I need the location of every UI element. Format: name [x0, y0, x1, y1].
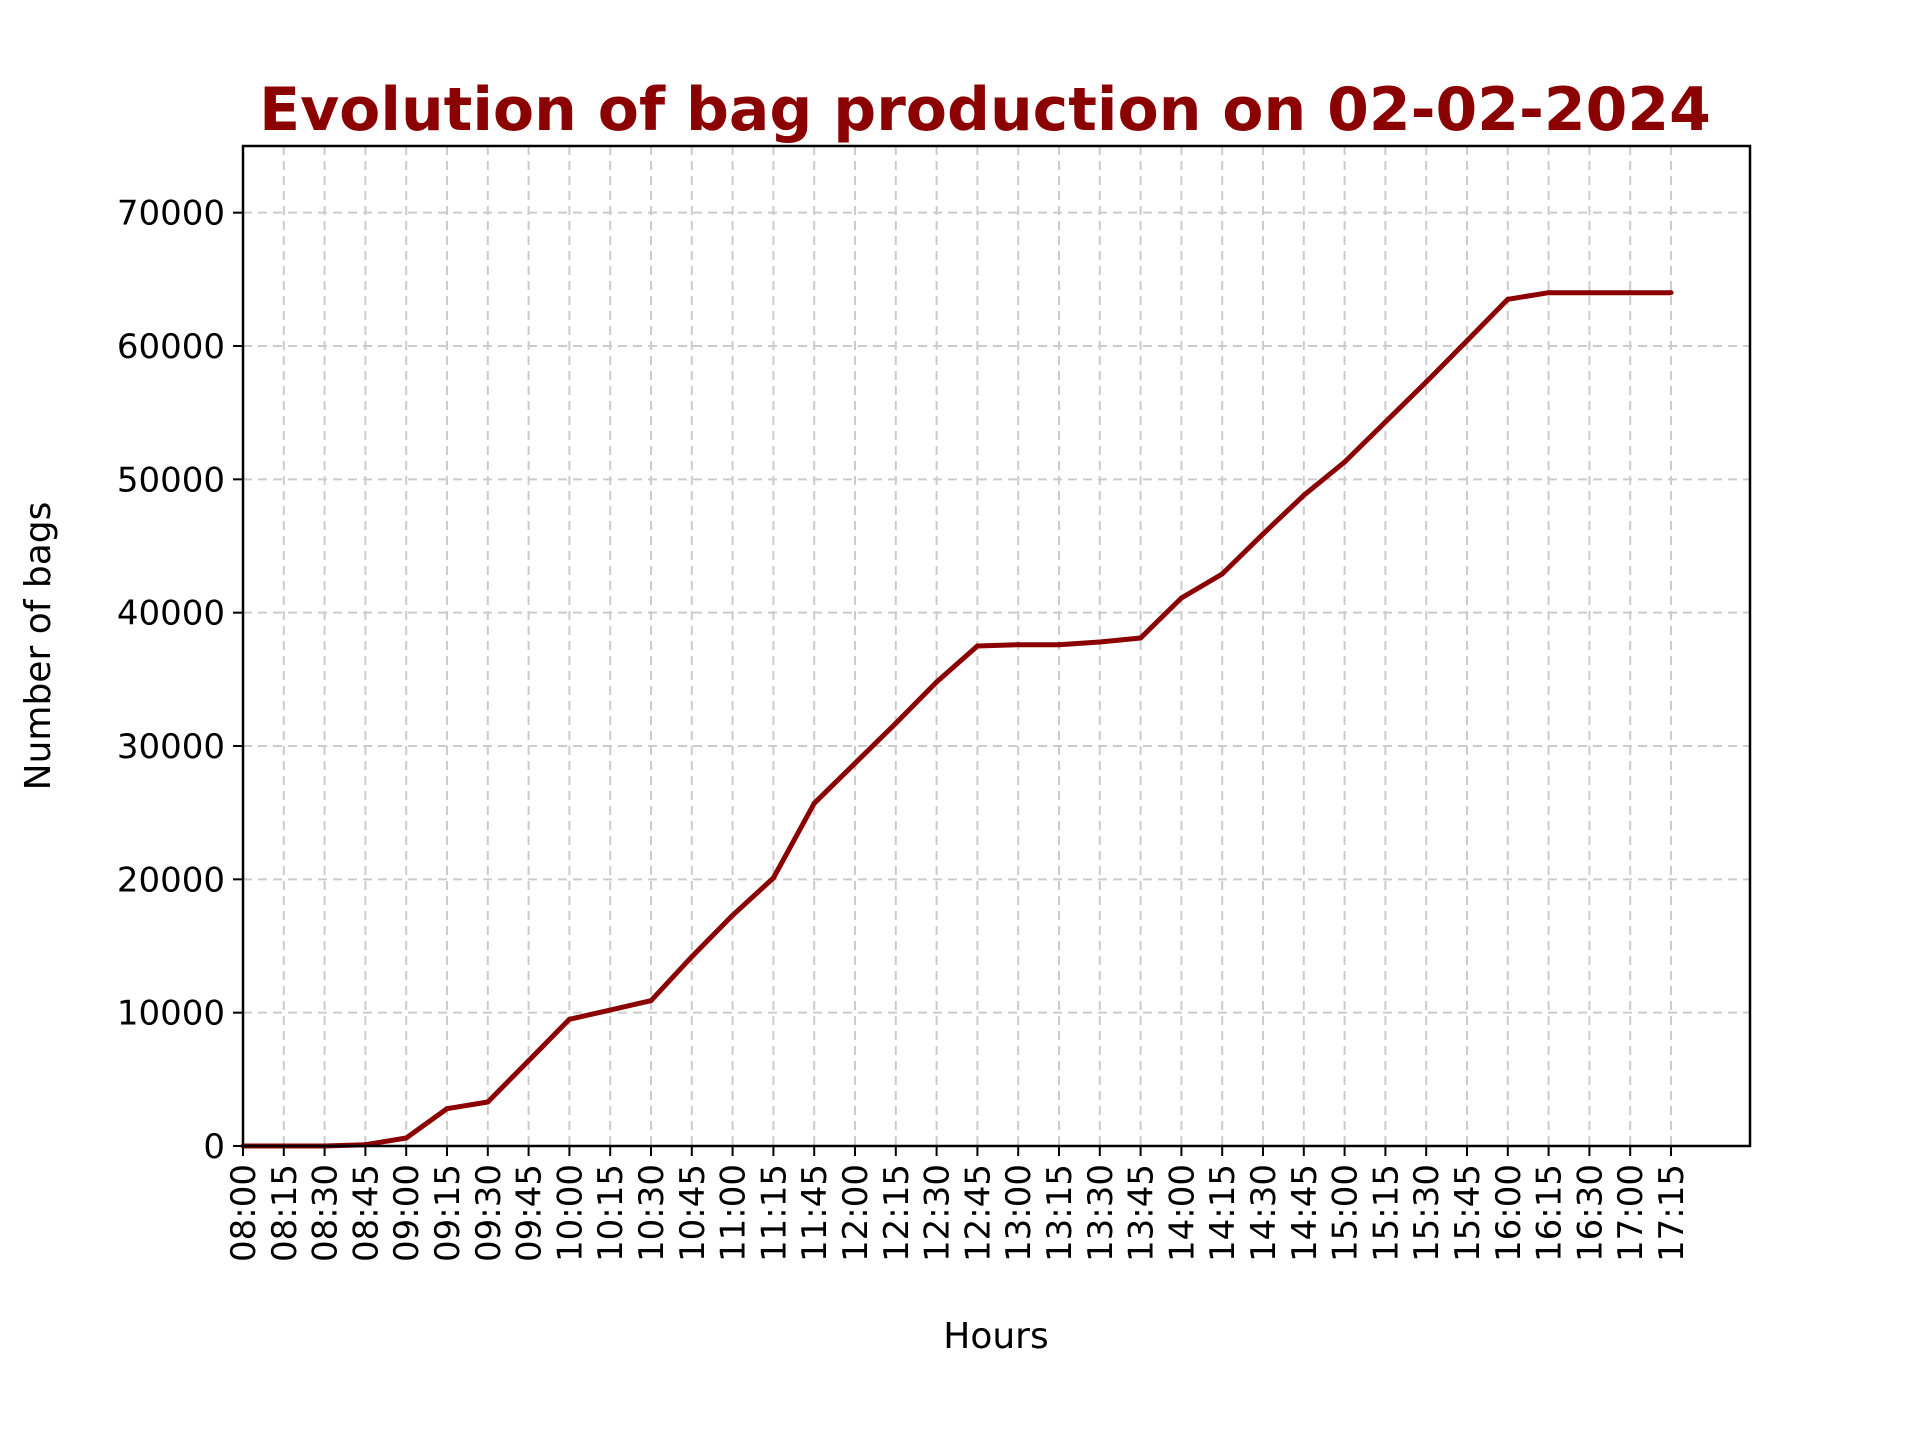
x-tick-label: 10:15	[591, 1164, 631, 1262]
data-point	[1301, 492, 1307, 498]
grid	[243, 146, 1750, 1146]
data-point	[1015, 642, 1021, 648]
y-tick-label: 50000	[117, 460, 225, 500]
y-tick-label: 70000	[117, 194, 225, 234]
data-point	[730, 912, 736, 918]
data-point	[444, 1106, 450, 1112]
y-tick-label: 40000	[117, 594, 225, 634]
data-point	[1178, 595, 1184, 601]
data-point	[1464, 338, 1470, 344]
y-tick-label: 30000	[117, 727, 225, 767]
data-point	[1342, 459, 1348, 465]
data-point	[1097, 639, 1103, 645]
x-tick-label: 14:30	[1244, 1164, 1284, 1262]
x-tick-label: 13:00	[999, 1164, 1039, 1262]
x-tick-label: 15:45	[1448, 1164, 1488, 1262]
x-tick-label: 11:45	[795, 1164, 835, 1262]
x-tick-label: 14:15	[1203, 1164, 1243, 1262]
data-point	[1056, 642, 1062, 648]
data-point	[566, 1016, 572, 1022]
data-point	[1382, 419, 1388, 425]
x-tick-label: 09:15	[428, 1164, 468, 1262]
y-tick-label: 60000	[117, 327, 225, 367]
x-tick-label: 09:30	[469, 1164, 509, 1262]
y-tick-label: 10000	[117, 994, 225, 1034]
x-tick-label: 12:00	[836, 1164, 876, 1262]
data-point	[770, 875, 776, 881]
x-tick-label: 14:45	[1285, 1164, 1325, 1262]
data-point	[1668, 290, 1674, 296]
data-point	[689, 954, 695, 960]
data-point	[1423, 379, 1429, 385]
x-tick-label: 10:30	[632, 1164, 672, 1262]
x-tick-label: 11:15	[754, 1164, 794, 1262]
x-tick-label: 10:00	[550, 1164, 590, 1262]
x-axis-label: Hours	[943, 1316, 1048, 1357]
data-point	[403, 1135, 409, 1141]
data-point	[1138, 635, 1144, 641]
data-point	[893, 720, 899, 726]
x-tick-label: 17:15	[1652, 1164, 1692, 1262]
data-point	[1505, 296, 1511, 302]
x-tick-label: 12:15	[877, 1164, 917, 1262]
x-tick-label: 15:30	[1407, 1164, 1447, 1262]
data-point	[852, 760, 858, 766]
x-tick-label: 15:00	[1326, 1164, 1366, 1262]
x-tick-label: 13:45	[1122, 1164, 1162, 1262]
x-tick-label: 08:15	[265, 1164, 305, 1262]
x-tick-label: 12:45	[958, 1164, 998, 1262]
x-tick-label: 08:45	[346, 1164, 386, 1262]
data-point	[1260, 531, 1266, 537]
y-axis-label: Number of bags	[18, 502, 59, 791]
x-tick-label: 08:30	[306, 1164, 346, 1262]
x-axis: 08:00 08:15 08:30 08:45 09:00 09:15 09:30 09:45…	[224, 1146, 1692, 1262]
data-point	[526, 1058, 532, 1064]
plot-area-frame	[241, 144, 1752, 1148]
x-tick-label: 11:00	[714, 1164, 754, 1262]
x-tick-label: 15:15	[1366, 1164, 1406, 1262]
x-tick-label: 17:00	[1611, 1164, 1651, 1262]
x-tick-label: 09:45	[510, 1164, 550, 1262]
data-point	[1219, 571, 1225, 577]
data-point	[485, 1099, 491, 1105]
y-tick-label: 0	[203, 1127, 225, 1167]
x-tick-label: 14:00	[1162, 1164, 1202, 1262]
data-points	[240, 290, 1674, 1149]
data-point	[607, 1007, 613, 1013]
x-tick-label: 16:30	[1570, 1164, 1610, 1262]
x-tick-label: 16:15	[1530, 1164, 1570, 1262]
data-point	[811, 800, 817, 806]
data-point	[934, 679, 940, 685]
x-tick-label: 16:00	[1489, 1164, 1529, 1262]
x-tick-label: 10:45	[673, 1164, 713, 1262]
chart-title: Evolution of bag production on 02-02-202…	[259, 75, 1711, 145]
data-point	[1546, 290, 1552, 296]
data-point	[974, 643, 980, 649]
x-tick-label: 09:00	[387, 1164, 427, 1262]
x-tick-label: 12:30	[918, 1164, 958, 1262]
y-tick-label: 20000	[117, 860, 225, 900]
x-tick-label: 13:15	[1040, 1164, 1080, 1262]
data-point	[648, 998, 654, 1004]
series-line	[243, 290, 1671, 1149]
x-tick-label: 13:30	[1081, 1164, 1121, 1262]
x-tick-label: 08:00	[224, 1164, 264, 1262]
data-point	[1627, 290, 1633, 296]
data-point	[1586, 290, 1592, 296]
y-axis: 0 10000 20000 30000 40000 50000 60000 70000	[117, 194, 243, 1167]
